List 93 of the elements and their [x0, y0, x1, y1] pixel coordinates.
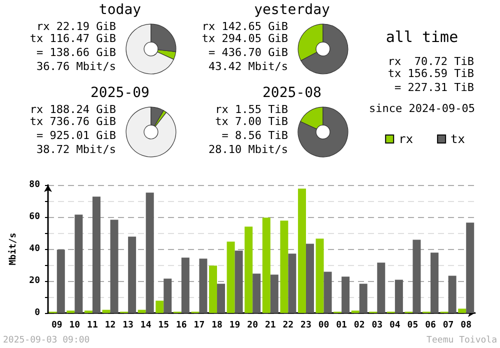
x-tick-label: 03 [372, 320, 383, 330]
y-axis-title: Mbit/s [8, 232, 18, 266]
text: tx 7.00 TiB [214, 115, 288, 128]
bar [56, 250, 65, 313]
text: tx 116.47 GiB [28, 32, 116, 45]
text: = 8.56 TiB [220, 129, 288, 142]
text: rx 188.24 GiB [28, 103, 116, 116]
y-tick-label: 0 [34, 308, 40, 318]
bar [316, 238, 324, 313]
x-tick-label: 18 [212, 320, 222, 330]
text: 28.10 Mbit/s [208, 143, 288, 156]
x-tick-label: 20 [247, 320, 258, 330]
text: Teemu Toivola [426, 336, 498, 346]
x-tick-label: 09 [51, 320, 62, 330]
y-tick-label: 60 [29, 212, 40, 222]
bar [430, 252, 439, 313]
x-tick-label: 01 [336, 320, 347, 330]
text: 43.42 Mbit/s [208, 60, 288, 73]
text: 36.76 Mbit/s [36, 60, 116, 73]
bar [394, 280, 403, 313]
bar [199, 258, 208, 313]
text: all time [384, 28, 460, 46]
bar [448, 276, 456, 313]
y-tick-label: 80 [29, 180, 40, 190]
x-tick-label: 21 [264, 320, 276, 330]
bar [102, 310, 110, 313]
bar [342, 276, 350, 313]
x-tick-label: 00 [318, 320, 330, 330]
x-tick-label: 22 [282, 320, 294, 330]
x-tick-label: 23 [300, 320, 312, 330]
chart-title: 2025-09 [89, 85, 150, 101]
bar [92, 196, 100, 313]
bar [138, 310, 146, 313]
text: = 138.66 GiB [36, 46, 116, 59]
bar [458, 308, 466, 313]
bar [181, 258, 190, 313]
x-tick-label: 02 [354, 320, 365, 330]
y-tick-label: 40 [29, 244, 40, 254]
y-tick-label: 20 [29, 276, 40, 286]
x-tick-label: 14 [140, 320, 152, 330]
chart-title: yesterday [253, 2, 331, 18]
bar [280, 220, 288, 313]
chart-title: today [98, 2, 142, 18]
bar [270, 274, 278, 313]
bar [128, 236, 136, 313]
bar [74, 214, 83, 313]
x-tick-label: 10 [69, 320, 80, 330]
bar [110, 220, 118, 313]
text: = 436.70 GiB [208, 46, 288, 59]
text: 38.72 Mbit/s [36, 143, 116, 156]
x-tick-label: 04 [390, 320, 401, 330]
chart-title: 2025-08 [261, 85, 322, 101]
text: tx 736.76 GiB [28, 115, 116, 128]
legend-label: tx [450, 132, 466, 146]
text: rx 142.65 GiB [200, 20, 288, 33]
x-tick-label: 17 [194, 320, 205, 330]
bar [288, 254, 296, 313]
bar [217, 284, 226, 313]
bar [209, 266, 218, 313]
bar [412, 240, 421, 313]
legend-label: rx [398, 132, 414, 146]
x-tick-label: 11 [87, 320, 98, 330]
text: = 227.31 TiB [394, 81, 474, 94]
text: tx 156.59 TiB [386, 67, 474, 80]
bar [324, 272, 332, 313]
text: = 925.01 GiB [36, 129, 116, 142]
bar [156, 300, 164, 313]
bar [252, 274, 261, 313]
bar [262, 218, 270, 313]
text: rx 22.19 GiB [36, 20, 116, 33]
bar [164, 278, 172, 313]
bar [226, 242, 235, 313]
bar [306, 244, 314, 313]
bar [234, 250, 243, 313]
x-tick-label: 05 [407, 320, 418, 330]
bar [359, 284, 368, 313]
bar [244, 226, 253, 313]
bar [298, 188, 306, 313]
x-tick-label: 19 [229, 320, 240, 330]
x-tick-label: 12 [104, 320, 116, 330]
text: since 2024-09-05 [368, 102, 476, 115]
x-tick-label: 16 [176, 320, 187, 330]
x-tick-label: 07 [442, 320, 454, 330]
x-tick-label: 13 [122, 320, 134, 330]
text: tx 294.05 GiB [200, 32, 288, 45]
x-tick-label: 15 [158, 320, 170, 330]
x-tick-label: 08 [460, 320, 472, 330]
text: rx 70.72 TiB [386, 55, 474, 68]
text: 2025-09-03 09:00 [3, 336, 90, 346]
text: rx 1.55 TiB [214, 103, 288, 116]
bar [377, 262, 386, 313]
bar [146, 192, 154, 313]
x-tick-label: 06 [425, 320, 436, 330]
